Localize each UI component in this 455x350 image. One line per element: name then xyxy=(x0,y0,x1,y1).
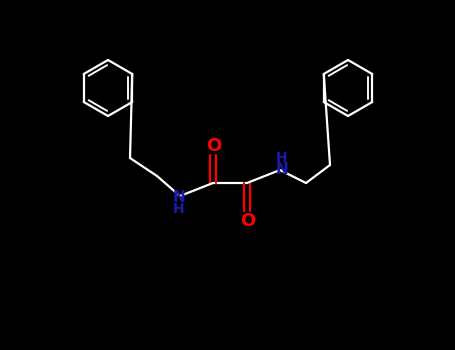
Text: O: O xyxy=(240,212,256,230)
Text: H: H xyxy=(276,151,288,165)
Text: O: O xyxy=(207,137,222,155)
Text: H: H xyxy=(173,202,185,216)
Text: N: N xyxy=(172,189,185,204)
Text: N: N xyxy=(276,162,288,177)
